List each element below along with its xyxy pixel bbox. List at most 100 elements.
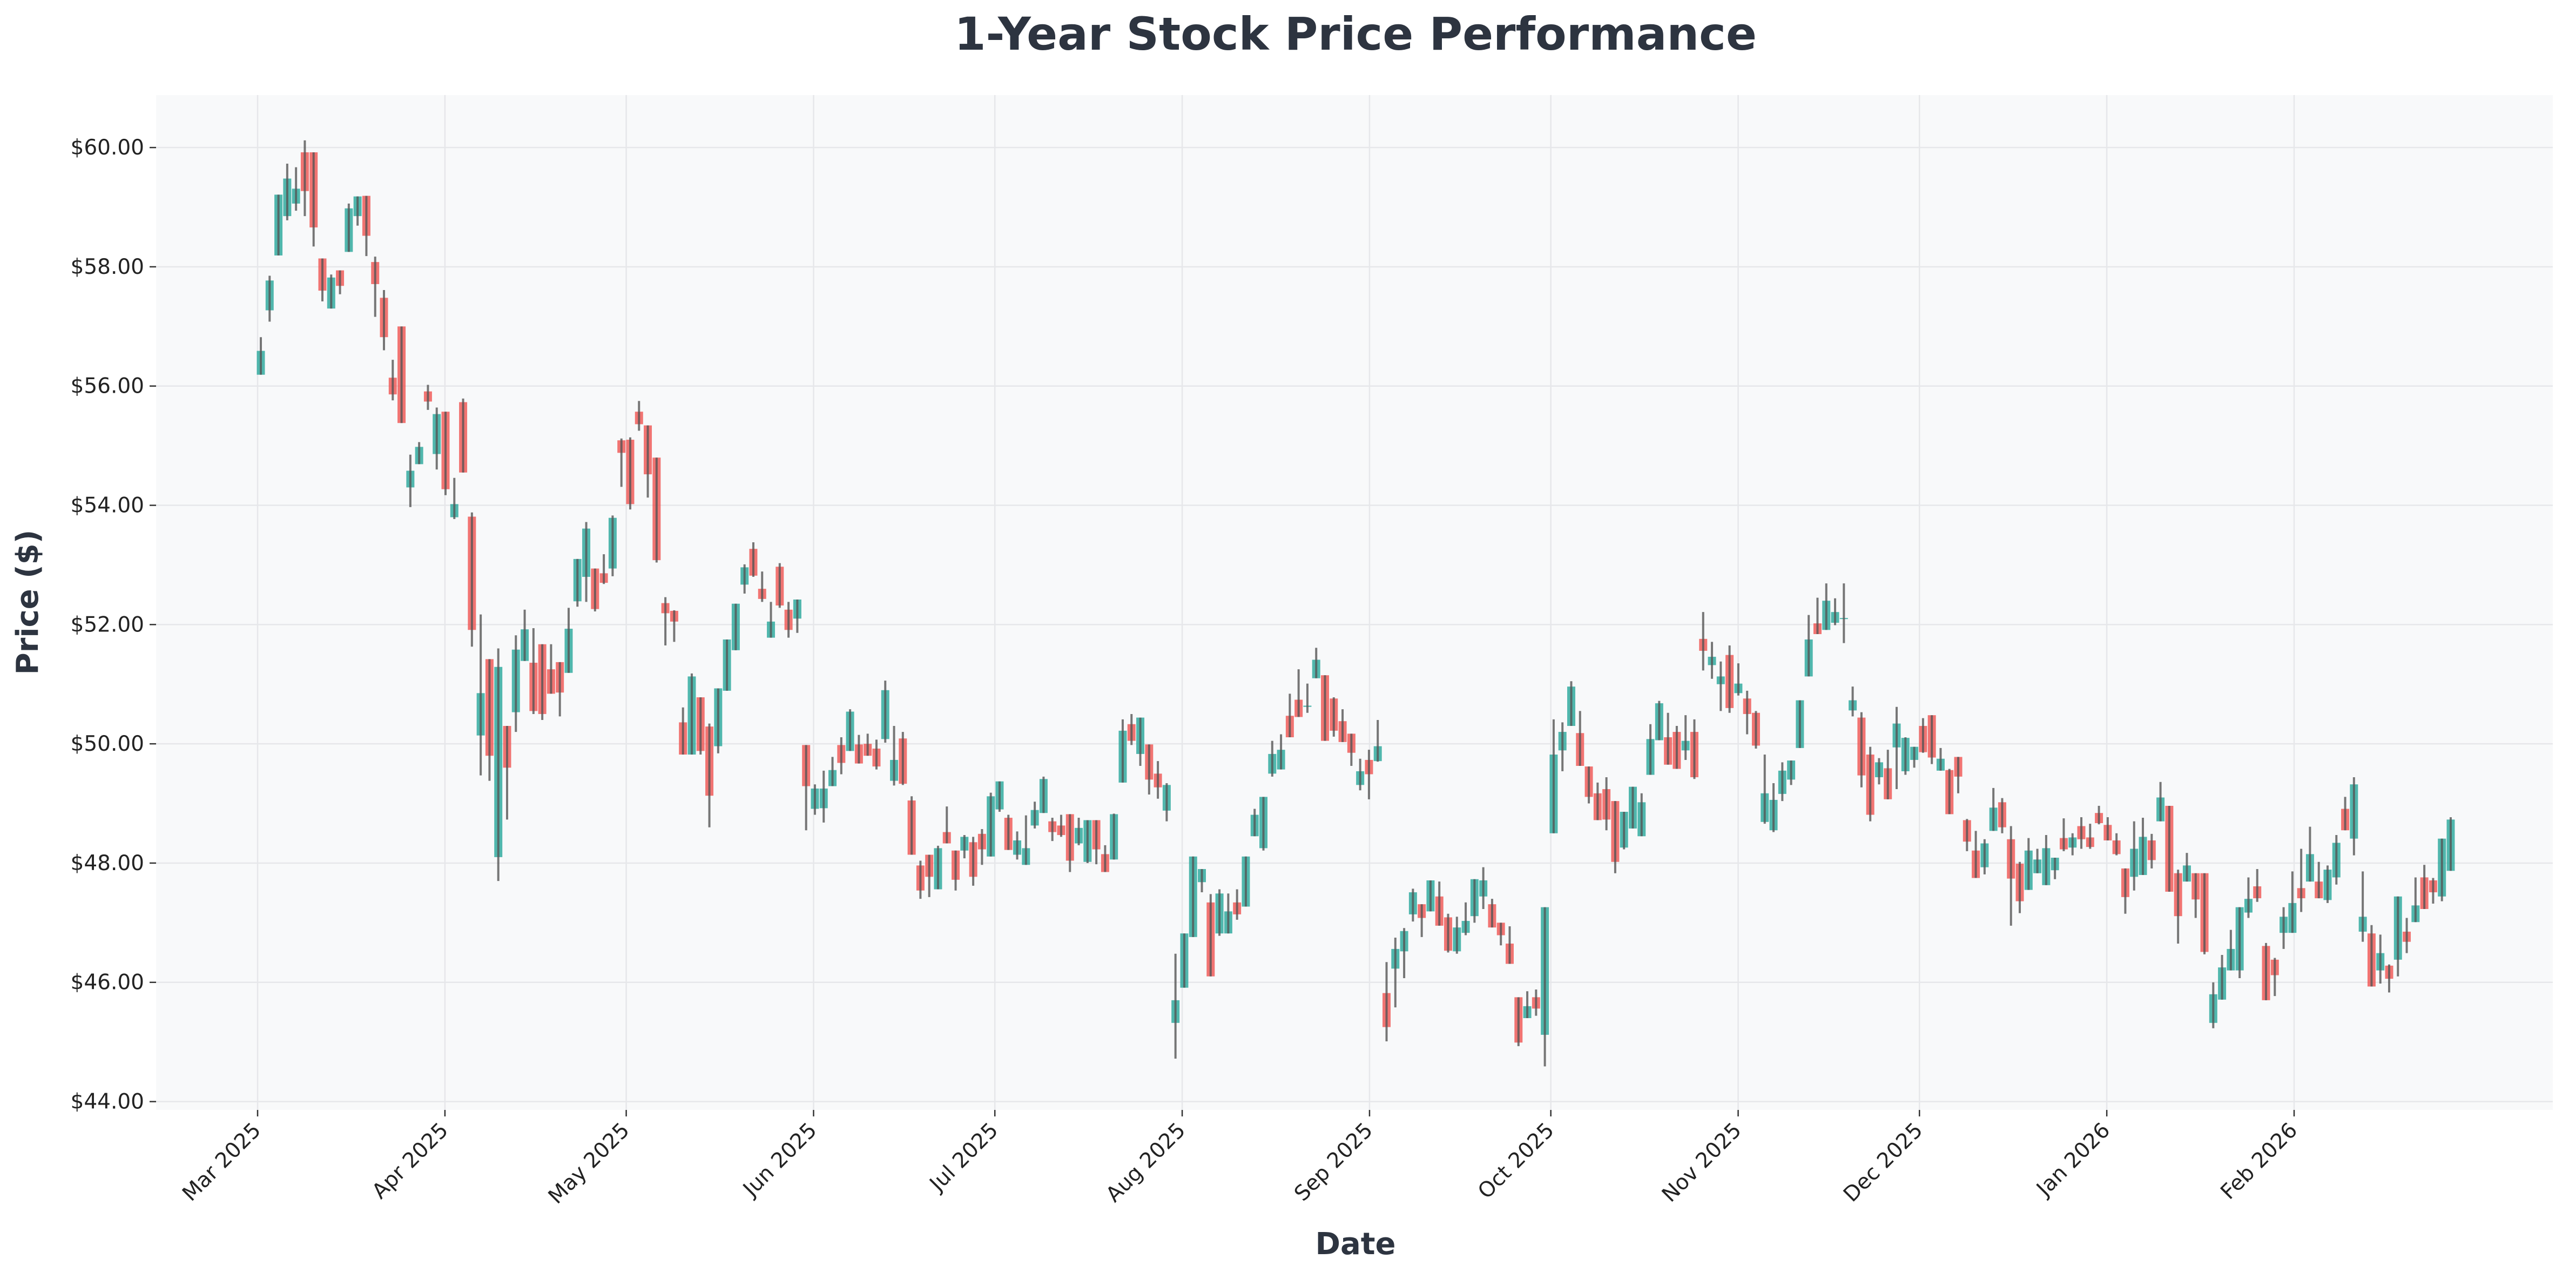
candle bbox=[1118, 719, 1127, 783]
candle bbox=[1963, 819, 1971, 851]
candle bbox=[2297, 849, 2305, 912]
candle bbox=[1479, 867, 1488, 909]
candle bbox=[714, 688, 723, 753]
candle bbox=[433, 407, 441, 470]
candle bbox=[511, 635, 520, 732]
candle bbox=[283, 163, 292, 220]
y-tick-label: $50.00 bbox=[71, 732, 144, 756]
candle bbox=[1927, 715, 1936, 764]
candle bbox=[899, 732, 907, 785]
candle bbox=[2235, 907, 2244, 979]
candle bbox=[2367, 925, 2376, 987]
candle bbox=[485, 659, 494, 781]
x-tick-label: Feb 2026 bbox=[2216, 1118, 2303, 1204]
candle bbox=[1101, 845, 1109, 872]
candle bbox=[977, 829, 986, 865]
candle bbox=[468, 512, 476, 647]
candle bbox=[476, 614, 485, 776]
candle bbox=[2042, 835, 2051, 885]
x-tick-label: Apr 2025 bbox=[367, 1118, 453, 1203]
candle bbox=[1321, 675, 1329, 741]
chart-title: 1-Year Stock Price Performance bbox=[954, 8, 1757, 60]
candle bbox=[300, 140, 309, 217]
candle bbox=[1162, 783, 1171, 822]
candle bbox=[1716, 661, 1725, 711]
candle bbox=[864, 733, 872, 756]
candle bbox=[1391, 937, 1400, 1008]
candle bbox=[1496, 923, 1505, 946]
candle bbox=[1813, 597, 1822, 635]
candle bbox=[503, 726, 511, 820]
candle bbox=[952, 850, 960, 891]
x-axis-label: Date bbox=[1315, 1227, 1395, 1262]
candle bbox=[784, 602, 793, 638]
candle bbox=[1778, 762, 1786, 802]
candle bbox=[670, 610, 678, 642]
candle bbox=[767, 602, 776, 638]
candle bbox=[2077, 817, 2086, 849]
candle bbox=[1127, 713, 1136, 745]
candle bbox=[2305, 826, 2314, 882]
candle bbox=[2341, 797, 2350, 831]
candle bbox=[2007, 826, 2015, 926]
candle bbox=[802, 745, 811, 831]
candle bbox=[1849, 686, 1857, 717]
x-tick-label: Oct 2025 bbox=[1473, 1118, 1559, 1203]
candle bbox=[987, 792, 995, 857]
candle bbox=[1655, 701, 1663, 741]
candle bbox=[1954, 757, 1963, 793]
candle bbox=[1057, 814, 1066, 837]
candle bbox=[556, 662, 564, 717]
candle bbox=[494, 648, 503, 881]
candle bbox=[1690, 719, 1698, 779]
plot-area bbox=[156, 95, 2553, 1110]
y-tick-label: $46.00 bbox=[71, 971, 144, 995]
candle bbox=[2015, 861, 2024, 913]
candle bbox=[1268, 741, 1277, 777]
candle bbox=[1233, 889, 1242, 920]
candle bbox=[1347, 733, 1356, 766]
candle bbox=[1628, 786, 1637, 829]
candle bbox=[2103, 817, 2112, 840]
candle bbox=[872, 739, 881, 770]
candle bbox=[1426, 880, 1435, 912]
candle bbox=[925, 854, 934, 897]
candle bbox=[257, 337, 265, 375]
candle bbox=[776, 563, 784, 608]
candle bbox=[2446, 817, 2455, 871]
candle bbox=[1224, 893, 1232, 934]
candle bbox=[397, 326, 406, 423]
candle bbox=[371, 257, 380, 317]
candle bbox=[1285, 694, 1294, 738]
candle bbox=[1206, 894, 1215, 977]
candle bbox=[1277, 734, 1285, 770]
candle bbox=[1919, 718, 1927, 753]
x-tick-label: May 2025 bbox=[544, 1118, 635, 1209]
candle bbox=[274, 194, 283, 255]
candle bbox=[1180, 933, 1189, 988]
candle bbox=[1408, 888, 1417, 922]
candle bbox=[1066, 814, 1074, 872]
candle bbox=[916, 860, 925, 899]
candle bbox=[1215, 889, 1224, 936]
candle bbox=[1866, 746, 1874, 822]
candle bbox=[1294, 669, 1303, 717]
y-tick-label: $58.00 bbox=[71, 255, 144, 279]
candle bbox=[2376, 934, 2385, 984]
candle bbox=[2156, 782, 2165, 822]
candle bbox=[2068, 833, 2077, 856]
x-tick-label: Sep 2025 bbox=[1290, 1118, 1378, 1206]
candle bbox=[2147, 833, 2156, 869]
candle bbox=[1646, 724, 1655, 775]
candle bbox=[1330, 697, 1338, 737]
candle bbox=[1303, 683, 1312, 713]
candle bbox=[380, 290, 388, 351]
candle bbox=[2244, 877, 2253, 918]
candle bbox=[740, 564, 749, 594]
candle bbox=[459, 398, 468, 473]
candle bbox=[2200, 873, 2209, 954]
candle bbox=[2112, 833, 2121, 856]
candle bbox=[723, 639, 731, 691]
candle bbox=[1761, 755, 1769, 824]
